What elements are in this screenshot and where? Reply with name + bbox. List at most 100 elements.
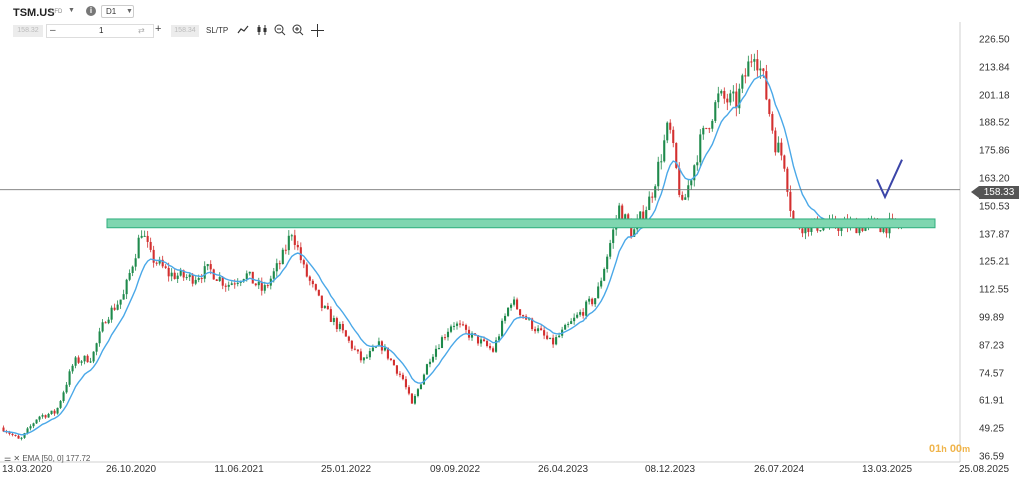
candle-body (347, 336, 350, 341)
y-tick-label: 61.91 (979, 395, 1005, 407)
candle-body (338, 323, 341, 330)
candle-body (407, 387, 411, 394)
sltp-button[interactable]: SL/TP (206, 26, 229, 35)
candle-body (579, 312, 582, 315)
symbol-label[interactable]: TSM.US (13, 7, 55, 19)
ema-label-text: EMA [50, 0] 177.72 (22, 454, 91, 463)
candle-body (708, 128, 711, 130)
candle-body (717, 93, 720, 103)
buy-price-button[interactable]: 158.34 (171, 25, 199, 37)
candle-body (768, 99, 771, 115)
candle-body (672, 129, 675, 144)
sell-price-button[interactable]: 158.32 (13, 25, 43, 37)
candle-body (546, 335, 549, 339)
candle-body (263, 285, 266, 291)
candle-body (17, 435, 20, 439)
timeframe-select[interactable]: D1 ▼ (101, 5, 134, 18)
candle-body (479, 339, 483, 344)
candle-body (485, 341, 489, 347)
quantity-stepper[interactable]: – 1 ⇄ (46, 24, 154, 38)
symbol-dropdown-icon[interactable]: ▼ (68, 7, 75, 14)
candle-body (690, 180, 693, 186)
x-tick-label: 13.03.2020 (2, 464, 53, 475)
zoom-out-icon[interactable] (274, 24, 286, 36)
projection-path (876, 159, 903, 200)
candle-body (443, 337, 447, 339)
candle-body (377, 341, 380, 347)
candle-body (296, 244, 299, 248)
candle-body (437, 347, 441, 349)
candle-body (699, 134, 702, 163)
candle-body (119, 299, 122, 305)
crosshair-icon[interactable] (311, 24, 324, 37)
candle-body (221, 277, 224, 286)
y-tick-label: 112.55 (979, 284, 1009, 296)
candle-body (681, 194, 684, 200)
candle-body (540, 328, 543, 331)
candle-body (783, 155, 786, 169)
candle-body (149, 241, 152, 250)
candle-body (416, 389, 420, 396)
candle-body (501, 320, 504, 337)
minus-icon[interactable]: – (50, 25, 56, 36)
quantity-value[interactable]: 1 (99, 26, 104, 35)
candle-body (549, 337, 552, 339)
support-zone (106, 218, 936, 229)
candle-body (110, 307, 113, 320)
candle-body (98, 331, 101, 344)
candle-body (624, 214, 627, 222)
candle-body (476, 335, 480, 344)
candle-body (687, 185, 690, 198)
candle-body (239, 281, 242, 283)
candle-body (365, 357, 368, 359)
zoom-in-icon[interactable] (292, 24, 304, 36)
timer-minutes: 00 (949, 443, 963, 455)
candle-body (534, 329, 537, 332)
plus-icon[interactable]: + (155, 23, 162, 35)
candle-body (564, 324, 567, 330)
candle-body (293, 235, 296, 245)
ema-indicator-label[interactable]: ⚌ ✕ EMA [50, 0] 177.72 (4, 454, 90, 463)
candle-body (209, 264, 212, 270)
cfd-badge: CFD (50, 9, 63, 15)
candle-body (729, 93, 732, 103)
line-chart-icon[interactable] (237, 24, 249, 36)
candle-body (597, 286, 600, 299)
candle-body (332, 318, 335, 322)
candle-body (621, 205, 624, 222)
x-tick-label: 25.08.2025 (959, 464, 1010, 475)
candle-body (266, 285, 269, 287)
candle-body (230, 283, 233, 285)
candle-body (750, 61, 753, 63)
candle-body (161, 259, 164, 267)
candle-body (152, 249, 155, 263)
candle-body (107, 319, 110, 324)
candle-body (302, 260, 305, 265)
candle-body (281, 249, 284, 265)
candle-body (56, 407, 59, 414)
indicator-settings-icon[interactable]: ⚌ ✕ (4, 454, 23, 463)
candle-body (287, 235, 290, 251)
candle-body (513, 299, 516, 305)
candle-body (774, 130, 777, 153)
candle-body (879, 227, 882, 233)
candle-body (233, 283, 236, 285)
candle-body (558, 335, 561, 338)
candle-body (609, 243, 612, 257)
x-tick-label: 11.06.2021 (214, 464, 264, 475)
candle-body (167, 267, 170, 277)
info-icon[interactable]: i (86, 6, 96, 16)
candles-icon[interactable] (256, 24, 268, 36)
candle-body (618, 205, 621, 221)
candle-body (101, 322, 104, 332)
candle-body (275, 263, 278, 272)
candle-body (567, 323, 570, 325)
candle-body (89, 361, 92, 363)
candle-body (314, 284, 317, 290)
candle-body (8, 432, 11, 434)
y-tick-label: 137.87 (979, 229, 1010, 241)
swap-icon[interactable]: ⇄ (138, 26, 145, 35)
candle-body (422, 374, 426, 385)
candle-body (113, 307, 116, 310)
